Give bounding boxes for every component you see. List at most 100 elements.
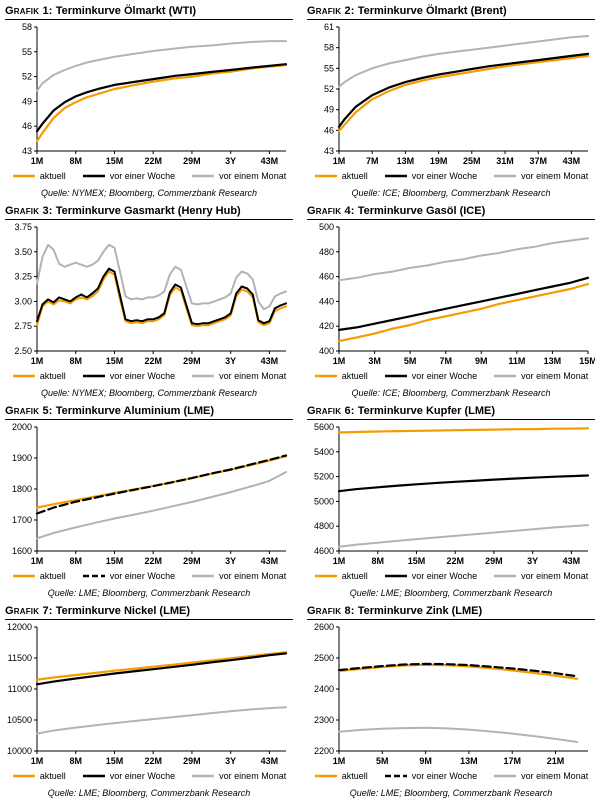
legend-label: aktuell [341,171,368,181]
chart-canvas: 2200 2300 2400 2500 2600 1M 5M 9M 13M 17M 21M [314,622,588,766]
x-axis: 1M 8M 15M 22M 29M 3Y 43M [31,151,278,166]
x-tick-label: 8M [69,556,82,566]
legend-swatch [494,774,517,778]
legend-item-vor-einem-monat: vor einem Monat [191,571,286,581]
x-tick-label: 15M [106,356,124,366]
legend-item-aktuell: aktuell [314,171,368,181]
x-tick-label: 7M [366,156,379,166]
legend-item-aktuell: aktuell [314,571,368,581]
x-tick-label: 8M [69,356,82,366]
legend-label: aktuell [39,371,66,381]
legend-swatch [384,774,407,778]
x-tick-label: 22M [144,356,162,366]
legend-item-vor-einem-monat: vor einem Monat [493,571,588,581]
x-tick-label: 29M [183,756,201,766]
legend-swatch [494,574,517,578]
chart-plot: 43 46 49 52 55 58 61 1M 7M 13M 19M 25M 31M 37M 43M [307,20,595,168]
legend-swatch [192,774,215,778]
legend-item-vor-einer-woche: vor einer Woche [384,371,477,381]
legend-swatch [494,174,517,178]
legend-item-aktuell: aktuell [12,171,66,181]
x-tick-label: 43M [261,156,279,166]
series-line-vor-einer-woche [337,662,579,678]
legend-item-vor-einer-woche: vor einer Woche [82,371,175,381]
y-tick-label: 46 [22,121,32,131]
legend-swatch [12,174,35,178]
x-tick-label: 9M [475,356,488,366]
x-tick-label: 29M [485,556,503,566]
legend-swatch [192,174,215,178]
chart-canvas: 2.50 2.75 3.00 3.25 3.50 3.75 1M 8M 15M 22M 29M 3Y 4… [14,222,287,366]
legend-item-vor-einem-monat: vor einem Monat [191,171,286,181]
legend-item-vor-einer-woche: vor einer Woche [384,571,477,581]
x-tick-label: 1M [31,556,44,566]
x-tick-label: 22M [446,556,464,566]
y-tick-label: 49 [324,105,334,115]
chart-label: Grafik 7: [5,605,53,617]
y-tick-label: 4600 [314,546,334,556]
legend-label: vor einer Woche [109,771,176,781]
y-axis: 43 46 49 52 55 58 61 [324,22,339,156]
x-axis: 1M 7M 13M 19M 25M 31M 37M 43M [333,151,580,166]
x-tick-label: 43M [261,356,279,366]
legend-item-vor-einem-monat: vor einem Monat [191,771,286,781]
legend-label: vor einem Monat [521,371,589,381]
legend-swatch [12,374,35,378]
chart-plot: 43 46 49 52 55 58 1M 8M 15M 22M 29M 3Y 43M [5,20,293,168]
legend-label: aktuell [39,771,66,781]
y-tick-label: 2200 [314,746,334,756]
chart-canvas: 4600 4800 5000 5200 5400 5600 1M 8M 15M 22M 29M 3Y 4… [314,422,590,566]
legend-swatch [384,574,407,578]
x-tick-label: 1M [31,356,44,366]
x-tick-label: 7M [439,356,452,366]
chart-card-grafik-3: Grafik 3: Terminkurve Gasmarkt (Henry Hu… [5,203,293,403]
x-tick-label: 21M [547,756,565,766]
chart-card-grafik-6: Grafik 6: Terminkurve Kupfer (LME) 4600 4… [307,403,595,603]
x-tick-label: 3Y [225,356,236,366]
chart-canvas: 10000 10500 11000 11500 12000 1M 8M 15M 22M 29M 3Y… [7,622,288,766]
x-tick-label: 8M [69,756,82,766]
chart-plot: 2.50 2.75 3.00 3.25 3.50 3.75 1M 8M 15M 22M 29M 3Y 4… [5,220,293,368]
chart-canvas: 43 46 49 52 55 58 61 1M 7M 13M 19M 25M 31M 37M 43M [324,22,590,166]
chart-source: Quelle: LME; Bloomberg, Commerzbank Rese… [47,588,251,598]
series-line-aktuell [337,282,590,343]
x-tick-label: 15M [106,156,124,166]
x-tick-label: 15M [106,556,124,566]
chart-legend: aktuell vor einer Woche vor einem Monat [5,569,293,583]
legend-swatch [384,174,407,178]
x-axis: 1M 5M 9M 13M 17M 21M [333,751,565,766]
legend-item-vor-einem-monat: vor einem Monat [493,371,588,381]
legend-swatch [314,774,337,778]
y-tick-label: 5000 [314,496,334,506]
chart-card-grafik-2: Grafik 2: Terminkurve Ölmarkt (Brent) 43… [307,3,595,203]
legend-label: aktuell [341,771,368,781]
series-line-aktuell [36,270,287,328]
x-tick-label: 43M [563,556,581,566]
y-tick-label: 52 [324,84,334,94]
legend-label: vor einer Woche [109,371,176,381]
series-line-vor-einer-woche [337,474,590,493]
x-tick-label: 1M [333,756,346,766]
y-tick-label: 61 [324,22,334,32]
y-tick-label: 3.75 [14,222,32,232]
x-tick-label: 13M [460,756,478,766]
chart-label: Grafik 6: [307,405,355,417]
y-tick-label: 4800 [314,521,334,531]
chart-source: Quelle: LME; Bloomberg, Commerzbank Rese… [349,788,553,798]
x-tick-label: 29M [183,556,201,566]
x-tick-label: 3Y [225,156,236,166]
x-axis: 1M 8M 15M 22M 29M 3Y 43M [31,551,278,566]
legend-label: vor einer Woche [411,171,478,181]
legend-item-aktuell: aktuell [12,771,66,781]
y-axis: 10000 10500 11000 11500 12000 [7,622,37,756]
series-line-vor-einem-monat [36,243,287,311]
chart-title: Grafik 4: Terminkurve Gasöl (ICE) [307,203,595,220]
chart-label: Grafik 8: [307,605,355,617]
chart-card-grafik-8: Grafik 8: Terminkurve Zink (LME) 2200 230… [307,603,595,803]
y-tick-label: 1900 [12,453,32,463]
x-tick-label: 31M [496,156,514,166]
x-tick-label: 1M [333,556,346,566]
legend-label: vor einer Woche [109,171,176,181]
x-tick-label: 8M [69,156,82,166]
series-line-vor-einer-woche [35,454,288,515]
